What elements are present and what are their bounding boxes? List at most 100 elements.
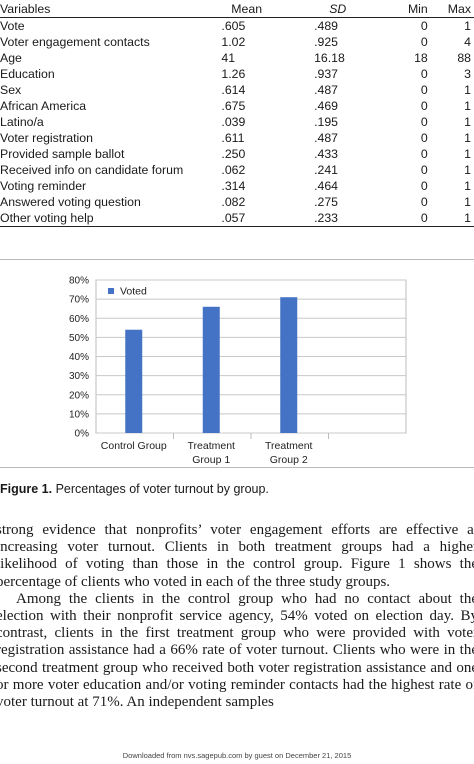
table-row: Vote .605 .489 0 1	[0, 18, 474, 35]
table-cell-variable: Sex	[0, 83, 22, 97]
table-cell-variable: Received info on candidate forum	[0, 163, 184, 177]
table-cell-max: 1	[464, 131, 471, 145]
body-paragraph-1: strong evidence that nonprofits’ voter e…	[0, 522, 474, 590]
body-paragraph-2: Among the clients in the control group w…	[0, 590, 474, 711]
x-tick-label: Treatment	[265, 440, 313, 452]
table-cell-max: 1	[464, 115, 471, 129]
table-cell-mean: .675	[221, 99, 246, 113]
table-cell-variable: Answered voting question	[0, 195, 141, 209]
x-tick-label: Treatment	[188, 440, 236, 452]
x-tick-label: Group 2	[270, 454, 308, 466]
table-cell-min: 0	[370, 210, 448, 227]
table-cell-max: 1	[464, 99, 471, 113]
figure-caption-text: Percentages of voter turnout by group.	[55, 482, 269, 496]
table-row: Received info on candidate forum .062 .241…	[0, 162, 474, 178]
table-cell-variable: Voter registration	[0, 131, 93, 145]
table-cell-max: 1	[464, 179, 471, 193]
table-cell-mean: 41	[221, 51, 236, 65]
table-cell-min: 0	[420, 115, 428, 129]
table-cell-variable: Voter engagement contacts	[0, 35, 150, 49]
table-cell-sd: .487	[314, 83, 338, 97]
bar-voted	[202, 306, 220, 433]
table-cell-variable: Education	[0, 67, 55, 81]
table-row: Education 1.26 .937 0 3	[0, 66, 474, 82]
table-row: Other voting help .057.233 0 1	[0, 210, 474, 227]
table-cell-min: 18	[414, 51, 428, 65]
table-cell-max: 1	[464, 19, 471, 33]
table-cell-sd: .489	[314, 19, 338, 33]
legend-label: Voted	[120, 286, 147, 298]
y-tick-label: 10%	[69, 409, 89, 420]
table-cell-mean: 1.26	[221, 67, 246, 81]
table-cell-max: 88	[457, 51, 471, 65]
table-cell-sd: .937	[314, 67, 338, 81]
table-cell-sd: .195	[314, 115, 338, 129]
table-cell-min: 0	[420, 163, 428, 177]
figure-caption: Figure 1. Percentages of voter turnout b…	[0, 482, 269, 496]
table-cell-mean: .039	[221, 115, 246, 129]
bar-voted	[125, 329, 143, 433]
table-cell-variable: African America	[0, 99, 87, 113]
y-tick-label: 70%	[69, 295, 89, 306]
y-tick-label: 40%	[69, 352, 89, 363]
table-cell-min: 0	[420, 179, 428, 193]
table-cell-max: 1	[464, 163, 471, 177]
header-variables: Variables	[0, 0, 204, 18]
figure-caption-label: Figure 1.	[0, 482, 53, 496]
table-row: Age 41 16.18 18 88	[0, 50, 474, 66]
table-row: Latino/a .039 .195 0 1	[0, 114, 474, 130]
download-footer: Downloaded from nvs.sagepub.com by guest…	[122, 751, 352, 760]
header-sd: SD	[286, 0, 371, 18]
bar-voted	[280, 297, 298, 433]
y-tick-label: 0%	[75, 429, 90, 440]
x-tick-label: Control Group	[101, 440, 167, 452]
table-cell-sd: .925	[314, 35, 338, 49]
table-row: Sex .614 .487 0 1	[0, 82, 474, 98]
table-cell-mean: .614	[221, 83, 246, 97]
table-cell-max: 1	[464, 83, 471, 97]
table-cell-max: 1	[464, 195, 471, 209]
y-tick-label: 30%	[69, 371, 89, 382]
table-header-row: Variables Mean SD Min Max	[0, 0, 474, 18]
table-cell-sd: .275	[314, 195, 338, 209]
table-cell-min: 0	[420, 83, 428, 97]
y-tick-label: 20%	[69, 390, 89, 401]
table-cell-sd: .233	[286, 210, 371, 227]
table-row: Voter engagement contacts 1.02 .925 0 4	[0, 34, 474, 50]
table-row: Voter registration .611 .487 0 1	[0, 130, 474, 146]
table-cell-mean: .250	[221, 147, 246, 161]
legend-swatch	[108, 288, 114, 294]
table-cell-max: 1	[447, 210, 474, 227]
table-cell-variable: Provided sample ballot	[0, 147, 125, 161]
y-tick-label: 60%	[69, 314, 89, 325]
table-cell-max: 4	[464, 35, 471, 49]
table-cell-variable: Latino/a	[0, 115, 44, 129]
header-min: Min	[370, 0, 448, 18]
table-cell-min: 0	[420, 147, 428, 161]
table-row: African America .675 .469 0 1	[0, 98, 474, 114]
table-row: Voting reminder .314 .464 0 1	[0, 178, 474, 194]
table-cell-mean: .314	[221, 179, 246, 193]
table-cell-mean: .082	[221, 195, 246, 209]
figure-1: 0% 10% 20% 30% 40% 50% 60% 70% 80% Control Group T…	[0, 259, 474, 468]
table-cell-variable: Vote	[0, 19, 25, 33]
table-cell-mean: .062	[221, 163, 246, 177]
article-body: strong evidence that nonprofits’ voter e…	[0, 522, 474, 711]
voter-turnout-bar-chart: 0% 10% 20% 30% 40% 50% 60% 70% 80% Control Group T…	[69, 276, 407, 466]
table-cell-max: 3	[464, 67, 471, 81]
table-cell-sd: .469	[314, 99, 338, 113]
table-cell-mean: .605	[221, 19, 246, 33]
x-tick-label: Group 1	[192, 454, 230, 466]
table-cell-mean: 1.02	[221, 35, 246, 49]
descriptive-statistics-table: Variables Mean SD Min Max Vote .605.489 0 1…	[0, 0, 474, 227]
table-cell-mean: .057	[203, 210, 287, 227]
table-cell-sd: .433	[314, 147, 338, 161]
table-body: Vote .605.489 0 1 Voter engagement contacts 1…	[0, 18, 474, 227]
table-cell-min: 0	[420, 195, 428, 209]
table-cell-sd: .464	[314, 179, 338, 193]
header-max: Max	[447, 0, 474, 18]
header-mean: Mean	[203, 0, 287, 18]
table-cell-variable: Voting reminder	[0, 179, 87, 193]
table-cell-min: 0	[420, 99, 428, 113]
y-tick-label: 80%	[69, 276, 89, 287]
